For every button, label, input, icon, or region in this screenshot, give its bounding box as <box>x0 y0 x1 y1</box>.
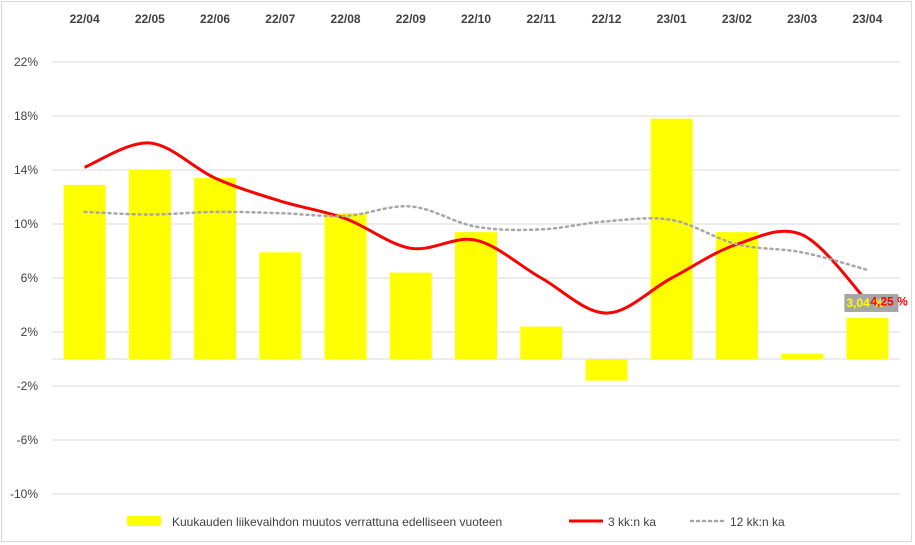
gridlines <box>52 61 900 495</box>
legend: Kuukauden liikevaihdon muutos verrattuna… <box>127 515 785 529</box>
legend-swatch-bar <box>127 516 161 526</box>
y-axis-tick-labels: 22% 18% 14% 10% 6% 2% -2% -6% -10% <box>10 55 38 501</box>
x-tick-label: 22/07 <box>265 12 295 26</box>
bar-23-01 <box>650 118 693 359</box>
bar-22-06 <box>194 178 237 359</box>
data-label-bar: 3,04 % <box>846 296 884 310</box>
x-tick-label: 23/04 <box>852 12 882 26</box>
x-tick-label: 22/09 <box>396 12 426 26</box>
x-axis-tick-labels: 22/04 22/05 22/06 22/07 22/08 22/09 22/10 22/11… <box>70 12 883 26</box>
x-tick-label: 23/01 <box>657 12 687 26</box>
x-tick-label: 22/06 <box>200 12 230 26</box>
y-tick-label: 18% <box>14 109 38 123</box>
y-tick-label: -2% <box>17 379 39 393</box>
y-tick-label: 10% <box>14 217 38 231</box>
bar-23-04 <box>846 317 889 359</box>
legend-label: 3 kk:n ka <box>608 515 656 529</box>
bar-22-09 <box>389 272 432 359</box>
y-tick-label: 2% <box>21 325 39 339</box>
x-tick-label: 22/05 <box>135 12 165 26</box>
data-label-line: 4,25 % <box>870 295 908 309</box>
line-12-kk-n-ka <box>83 205 869 272</box>
data-label-background <box>844 293 899 312</box>
bar-22-12 <box>585 359 628 381</box>
bar-22-10 <box>455 232 497 359</box>
x-tick-label: 22/08 <box>331 12 361 26</box>
legend-label: 12 kk:n ka <box>730 515 785 529</box>
x-tick-label: 22/11 <box>527 12 557 26</box>
bar-22-07 <box>259 252 302 359</box>
line-series <box>83 141 869 315</box>
y-tick-label: 22% <box>14 55 38 69</box>
bar-22-11 <box>520 326 563 359</box>
x-tick-label: 23/03 <box>787 12 817 26</box>
bar-series <box>63 118 889 381</box>
y-tick-label: 6% <box>21 271 39 285</box>
bar-22-05 <box>128 170 171 359</box>
bar-22-08 <box>324 213 367 359</box>
x-tick-label: 22/10 <box>461 12 491 26</box>
y-tick-label: -10% <box>10 487 38 501</box>
bar-23-02 <box>715 232 758 359</box>
x-tick-label: 22/12 <box>591 12 621 26</box>
y-tick-label: -6% <box>17 433 39 447</box>
x-tick-label: 23/02 <box>722 12 752 26</box>
bar-23-03 <box>781 353 824 359</box>
y-tick-label: 14% <box>14 163 38 177</box>
bar-22-04 <box>63 184 106 359</box>
legend-label: Kuukauden liikevaihdon muutos verrattuna… <box>172 515 502 529</box>
data-labels: 3,04 %4,25 % <box>844 293 908 312</box>
x-tick-label: 22/04 <box>70 12 100 26</box>
